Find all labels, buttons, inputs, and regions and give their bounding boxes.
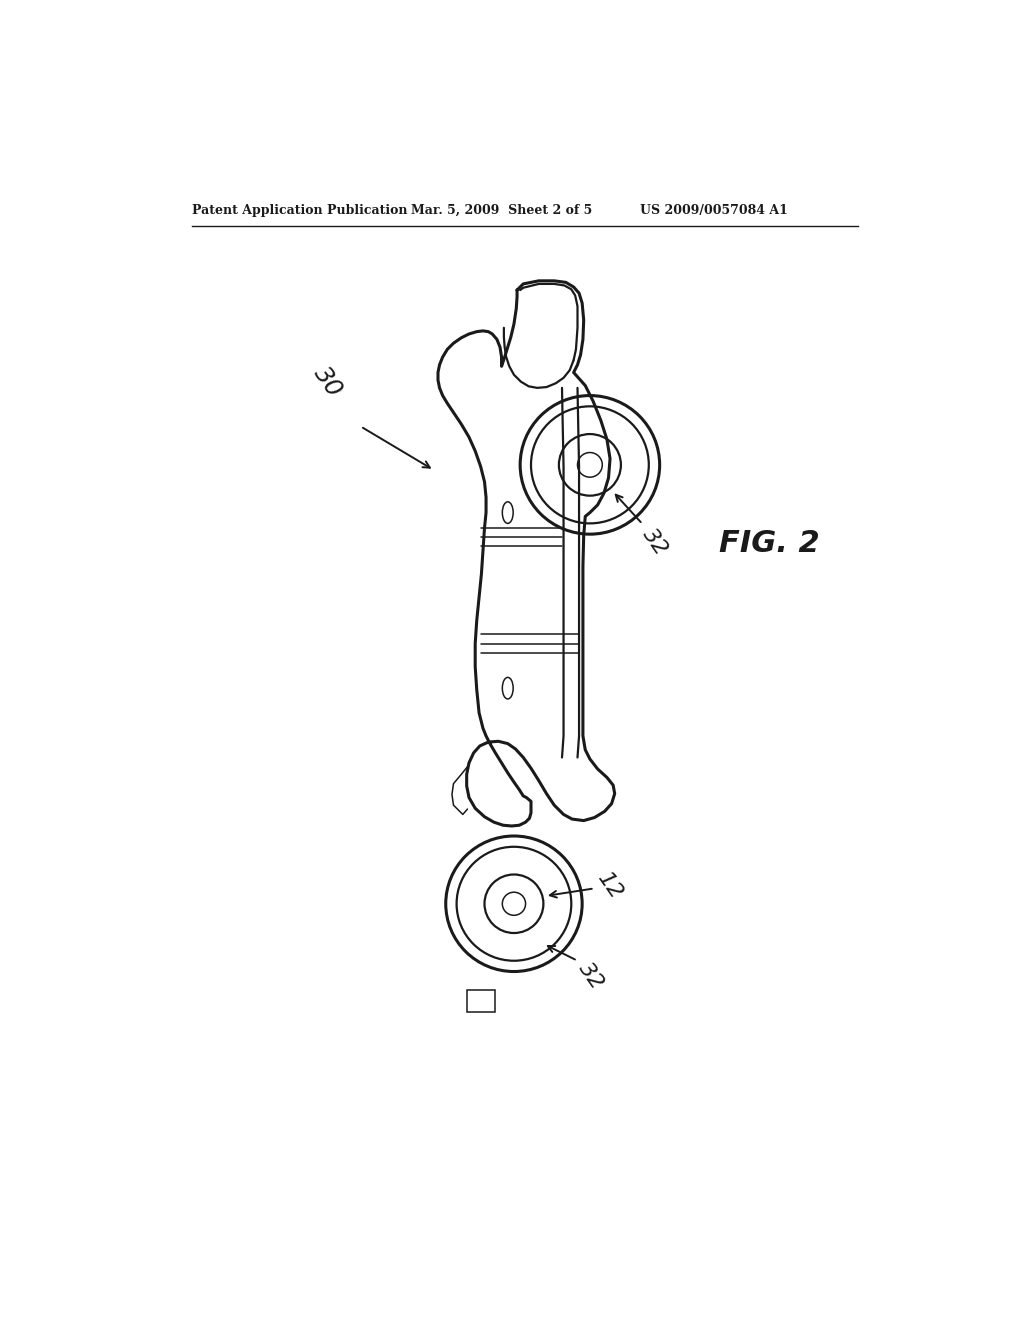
Text: US 2009/0057084 A1: US 2009/0057084 A1: [640, 205, 787, 218]
Text: Patent Application Publication: Patent Application Publication: [191, 205, 408, 218]
Text: 32: 32: [639, 524, 672, 560]
Text: 30: 30: [309, 362, 347, 401]
Bar: [467, 990, 495, 1011]
Text: FIG. 2: FIG. 2: [719, 529, 819, 558]
Text: Mar. 5, 2009  Sheet 2 of 5: Mar. 5, 2009 Sheet 2 of 5: [411, 205, 592, 218]
Text: 12: 12: [594, 869, 627, 903]
Text: 32: 32: [575, 958, 607, 994]
